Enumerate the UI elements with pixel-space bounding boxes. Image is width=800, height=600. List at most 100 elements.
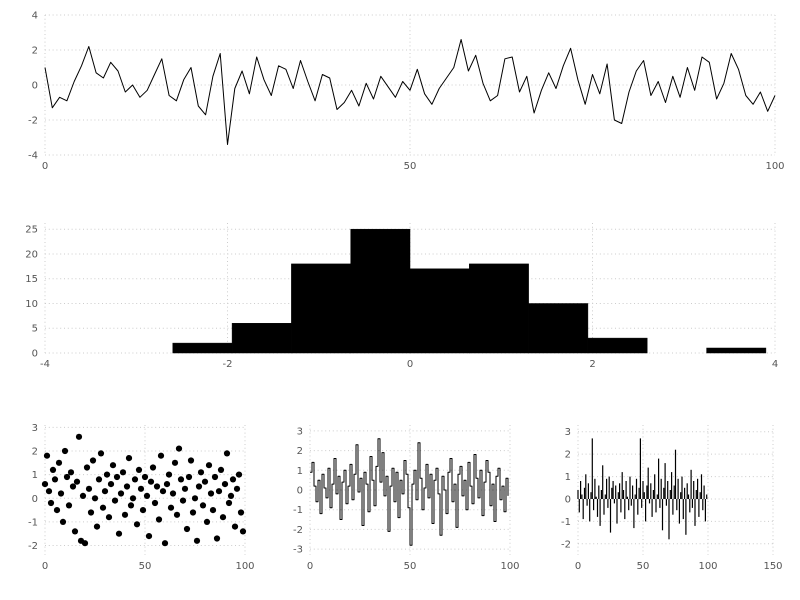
scatter-point xyxy=(181,485,189,492)
scatter-point xyxy=(193,537,201,544)
scatter-point xyxy=(237,509,245,516)
scatter-point xyxy=(201,478,209,485)
y-tick-label: 2 xyxy=(297,446,303,457)
scatter-point xyxy=(179,497,187,504)
scatter-point xyxy=(111,497,119,504)
scatter-point xyxy=(219,514,227,521)
scatter-point xyxy=(161,540,169,547)
x-tick-label: 0 xyxy=(42,561,48,572)
x-tick-label: 150 xyxy=(763,561,782,572)
y-tick-label: 0 xyxy=(32,349,38,360)
scatter-point xyxy=(141,473,149,481)
histogram-chart: -4 -2 0 2 4 0 5 10 15 20 25 xyxy=(25,223,778,370)
scatter-point xyxy=(215,488,223,495)
scatter-point xyxy=(209,507,217,514)
y-tick-label: -4 xyxy=(28,151,38,162)
y-tick-label: -2 xyxy=(293,525,303,536)
scatter-point xyxy=(147,478,155,485)
scatter-chart: 0 50 100 -2 -1 0 1 2 3 xyxy=(28,423,255,572)
scatter-point xyxy=(231,523,239,530)
scatter-point xyxy=(89,457,97,464)
scatter-point xyxy=(71,528,79,535)
scatter-point xyxy=(239,528,247,535)
scatter-point xyxy=(229,476,237,483)
y-tick-label: 1 xyxy=(32,470,38,481)
y-tick-label: 15 xyxy=(25,274,38,285)
scatter-point xyxy=(123,483,131,490)
x-tick-label: 50 xyxy=(139,561,152,572)
scatter-point xyxy=(153,483,161,490)
scatter-point xyxy=(177,476,185,483)
scatter-point xyxy=(125,455,133,462)
y-tick-label: -1 xyxy=(28,517,38,528)
scatter-point xyxy=(109,462,117,469)
scatter-point xyxy=(137,485,145,492)
x-tick-label: 4 xyxy=(772,359,778,370)
scatter-point xyxy=(43,452,51,459)
scatter-point xyxy=(183,525,191,533)
y-tick-label: 1 xyxy=(565,472,571,483)
scatter-point xyxy=(85,485,93,492)
scatter-point xyxy=(223,450,231,457)
x-tick-label: 0 xyxy=(42,161,48,172)
scatter-point xyxy=(211,473,219,481)
x-tick-label: -2 xyxy=(223,359,233,370)
scatter-point xyxy=(57,490,65,497)
scatter-point xyxy=(187,457,195,464)
x-tick-label: 2 xyxy=(589,359,595,370)
scatter-point xyxy=(185,473,193,481)
y-tick-label: 5 xyxy=(32,324,38,335)
stem-chart: 0 50 100 150 -2 -1 0 1 2 3 xyxy=(561,425,783,572)
x-tick-label: -4 xyxy=(40,359,50,370)
scatter-point xyxy=(101,488,109,495)
y-tick-label: 25 xyxy=(25,225,38,236)
y-tick-label: 0 xyxy=(32,494,38,505)
scatter-point xyxy=(191,495,199,502)
histogram-bar xyxy=(706,347,767,354)
scatter-point xyxy=(49,466,57,473)
histogram-bar xyxy=(291,263,351,354)
y-tick-label: 3 xyxy=(297,426,303,437)
scatter-point xyxy=(233,485,241,492)
histogram-bar xyxy=(409,268,470,354)
histogram-bar xyxy=(172,342,233,354)
scatter-point xyxy=(159,488,167,495)
scatter-point xyxy=(69,483,77,490)
scatter-point xyxy=(227,492,235,499)
step-chart: 0 50 100 -3 -2 -1 0 1 2 3 xyxy=(293,425,520,572)
scatter-point xyxy=(93,523,101,530)
y-tick-label: 3 xyxy=(32,423,38,434)
y-tick-label: 0 xyxy=(32,81,38,92)
scatter-point xyxy=(139,507,147,514)
line-series xyxy=(44,39,776,145)
scatter-point xyxy=(55,459,63,466)
scatter-point xyxy=(53,507,61,514)
scatter-point xyxy=(95,476,103,483)
step-series xyxy=(310,438,509,546)
scatter-point xyxy=(117,490,125,497)
scatter-point xyxy=(171,459,179,466)
scatter-point xyxy=(73,478,81,485)
histogram-bar xyxy=(587,337,648,354)
y-tick-label: 3 xyxy=(565,427,571,438)
scatter-point xyxy=(119,469,127,476)
scatter-point xyxy=(83,464,91,471)
scatter-point xyxy=(105,514,113,521)
scatter-point xyxy=(79,492,87,499)
y-tick-label: -2 xyxy=(28,116,38,127)
scatter-point xyxy=(59,518,67,525)
histogram-bar xyxy=(231,323,292,354)
y-tick-label: -3 xyxy=(293,545,303,556)
scatter-point xyxy=(203,518,211,525)
histogram-bar xyxy=(528,303,589,354)
scatter-point xyxy=(81,540,89,547)
scatter-point xyxy=(195,483,203,490)
y-tick-label: 10 xyxy=(25,299,38,310)
scatter-point xyxy=(75,433,83,440)
scatter-point xyxy=(175,445,183,452)
scatter-point xyxy=(145,533,153,540)
x-tick-label: 0 xyxy=(407,359,413,370)
scatter-point xyxy=(131,476,139,483)
x-tick-label: 100 xyxy=(500,561,519,572)
